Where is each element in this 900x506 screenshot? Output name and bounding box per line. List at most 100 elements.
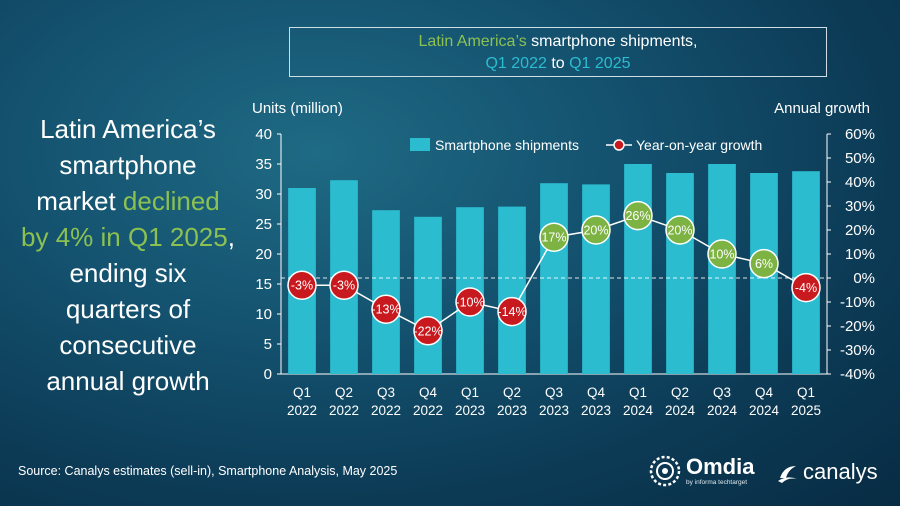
right-tick-label: 20% bbox=[845, 222, 875, 239]
headline-line: consecutive bbox=[59, 330, 197, 360]
headline-text: Latin America’s smartphone market declin… bbox=[8, 111, 248, 399]
x-tick-quarter: Q2 bbox=[503, 385, 521, 400]
growth-data-label: 17% bbox=[541, 231, 566, 245]
x-tick-quarter: Q3 bbox=[377, 385, 395, 400]
title-start-period: Q1 2022 bbox=[485, 55, 547, 72]
x-tick-year: 2023 bbox=[539, 403, 569, 418]
left-tick-label: 20 bbox=[255, 246, 272, 263]
x-tick-quarter: Q4 bbox=[419, 385, 438, 400]
x-tick-quarter: Q2 bbox=[671, 385, 689, 400]
growth-point bbox=[413, 316, 443, 346]
x-tick-quarter: Q4 bbox=[587, 385, 606, 400]
legend-line-marker bbox=[613, 139, 625, 151]
right-tick-label: -20% bbox=[840, 318, 875, 335]
title-end-period: Q1 2025 bbox=[569, 55, 631, 72]
headline-comma: , bbox=[227, 222, 235, 252]
x-tick-quarter: Q3 bbox=[713, 385, 731, 400]
shipment-bar bbox=[372, 210, 400, 374]
growth-point bbox=[665, 215, 695, 245]
headline-line: smartphone bbox=[59, 150, 197, 180]
growth-data-label: -3% bbox=[291, 279, 313, 293]
x-tick-year: 2023 bbox=[581, 403, 611, 418]
growth-point bbox=[581, 215, 611, 245]
left-tick-label: 25 bbox=[255, 216, 272, 233]
chart-title-box: Latin America’s smartphone shipments, Q1… bbox=[289, 27, 827, 77]
right-tick-label: -30% bbox=[840, 342, 875, 359]
x-tick-year: 2023 bbox=[497, 403, 527, 418]
shipment-bar bbox=[540, 183, 568, 374]
x-tick-quarter: Q4 bbox=[755, 385, 774, 400]
legend-line-label: Year-on-year growth bbox=[636, 137, 762, 153]
growth-point bbox=[371, 294, 401, 324]
headline-line: by 4% in Q1 2025, bbox=[8, 219, 248, 255]
shipment-bar bbox=[414, 216, 442, 374]
growth-data-label: 26% bbox=[625, 209, 650, 223]
growth-point bbox=[455, 287, 485, 317]
x-tick-year: 2024 bbox=[665, 403, 696, 418]
left-tick-label: 35 bbox=[255, 156, 272, 173]
left-axis-label: Units (million) bbox=[252, 100, 343, 117]
headline-line: market declined bbox=[8, 183, 248, 219]
omdia-wordmark: Omdia bbox=[686, 454, 755, 479]
shipment-bar bbox=[792, 171, 820, 374]
x-tick-year: 2024 bbox=[707, 403, 738, 418]
shipment-bar bbox=[624, 164, 652, 374]
growth-data-label: -10% bbox=[455, 296, 484, 310]
legend-bar-swatch bbox=[410, 138, 430, 151]
growth-data-label: 10% bbox=[709, 248, 734, 262]
growth-data-label: 6% bbox=[755, 257, 773, 271]
x-tick-quarter: Q3 bbox=[545, 385, 563, 400]
growth-point bbox=[497, 296, 527, 327]
chart-legend: Smartphone shipments Year-on-year growth bbox=[410, 137, 762, 153]
shipment-bar bbox=[708, 164, 736, 374]
canalys-mark-icon bbox=[778, 466, 797, 483]
growth-point bbox=[539, 222, 569, 252]
left-tick-label: 40 bbox=[255, 126, 272, 143]
title-to: to bbox=[546, 55, 570, 72]
x-tick-quarter: Q1 bbox=[461, 385, 479, 400]
headline-line: Latin America’s bbox=[40, 114, 216, 144]
growth-point bbox=[707, 239, 737, 269]
headline-word: market bbox=[36, 186, 123, 216]
right-tick-label: 10% bbox=[845, 246, 875, 263]
right-axis-label: Annual growth bbox=[774, 100, 870, 117]
shipment-bar bbox=[498, 206, 526, 374]
growth-point bbox=[749, 248, 779, 279]
x-tick-year: 2022 bbox=[329, 403, 359, 418]
x-tick-year: 2022 bbox=[371, 403, 401, 418]
headline-highlight: by 4% in Q1 2025 bbox=[21, 222, 228, 252]
left-tick-label: 30 bbox=[255, 186, 272, 203]
right-tick-label: 40% bbox=[845, 174, 875, 191]
growth-point bbox=[287, 270, 317, 300]
growth-point bbox=[791, 272, 821, 303]
x-tick-quarter: Q1 bbox=[629, 385, 647, 400]
left-tick-label: 0 bbox=[264, 366, 272, 383]
growth-data-label: 20% bbox=[667, 224, 692, 238]
right-tick-label: 0% bbox=[853, 270, 875, 287]
source-note: Source: Canalys estimates (sell-in), Sma… bbox=[18, 464, 398, 478]
title-subject: smartphone shipments, bbox=[526, 33, 698, 50]
omdia-tagline: by informa techtarget bbox=[686, 479, 748, 486]
chart-title-line1: Latin America’s smartphone shipments, bbox=[290, 31, 826, 53]
x-tick-year: 2022 bbox=[287, 403, 317, 418]
legend-bar-label: Smartphone shipments bbox=[435, 137, 579, 153]
shipment-bar bbox=[582, 184, 610, 374]
x-tick-quarter: Q2 bbox=[335, 385, 353, 400]
right-tick-label: -40% bbox=[840, 366, 875, 383]
right-tick-label: -10% bbox=[840, 294, 875, 311]
growth-data-label: -13% bbox=[371, 303, 400, 317]
growth-data-label: -3% bbox=[333, 279, 355, 293]
x-tick-year: 2024 bbox=[749, 403, 780, 418]
x-tick-year: 2024 bbox=[623, 403, 654, 418]
x-tick-year: 2023 bbox=[455, 403, 485, 418]
canalys-wordmark: canalys bbox=[803, 459, 878, 484]
x-tick-quarter: Q1 bbox=[293, 385, 311, 400]
left-tick-label: 10 bbox=[255, 306, 272, 323]
x-tick-year: 2022 bbox=[413, 403, 443, 418]
left-tick-label: 15 bbox=[255, 276, 272, 293]
omdia-mark-icon bbox=[649, 455, 681, 487]
growth-data-label: 20% bbox=[583, 224, 608, 238]
headline-line: ending six bbox=[69, 258, 187, 288]
x-tick-year: 2025 bbox=[791, 403, 821, 418]
